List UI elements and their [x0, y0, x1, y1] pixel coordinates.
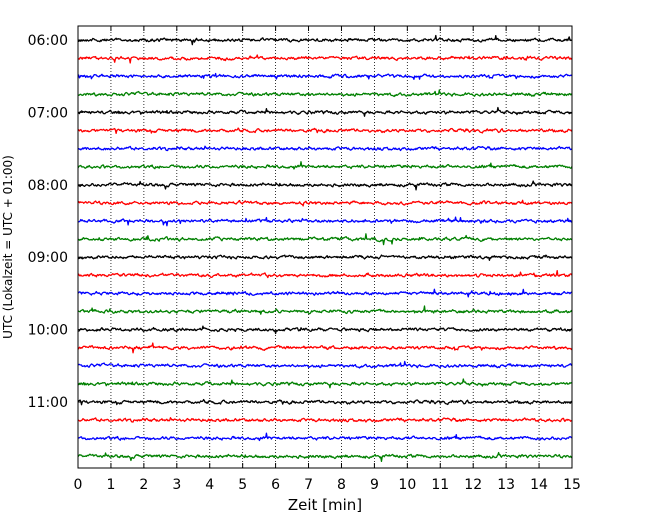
- x-tick-label: 13: [497, 477, 515, 493]
- x-tick-label: 12: [464, 477, 482, 493]
- seismic-trace: [77, 288, 573, 298]
- seismic-trace: [77, 199, 573, 207]
- y-tick-label: 08:00: [28, 178, 68, 194]
- seismic-trace: [77, 360, 573, 369]
- seismic-traces: [77, 34, 573, 462]
- x-tick-label: 14: [530, 477, 548, 493]
- x-tick-label: 11: [431, 477, 449, 493]
- x-axis-ticks: 0 1 2 3 4 5 6 7 8 9 10 11 12 13 14 15: [74, 26, 581, 493]
- seismic-trace: [77, 72, 573, 80]
- y-tick-label: 09:00: [28, 250, 68, 266]
- y-tick-label: 07:00: [28, 105, 68, 121]
- seismic-trace: [77, 432, 573, 442]
- seismic-trace: [77, 89, 573, 98]
- y-axis-ticks: 06:00 07:00 08:00 09:00 10:00 11:00: [28, 33, 572, 411]
- y-tick-label: 10:00: [28, 323, 68, 339]
- x-axis-label: Zeit [min]: [288, 496, 362, 514]
- y-tick-label: 06:00: [28, 33, 68, 49]
- seismic-trace: [77, 161, 573, 170]
- seismic-trace: [77, 305, 573, 315]
- x-tick-label: 6: [271, 477, 280, 493]
- y-tick-label: 11:00: [28, 395, 68, 411]
- x-tick-label: 10: [398, 477, 416, 493]
- seismic-trace: [77, 378, 573, 389]
- seismic-trace: [77, 34, 573, 46]
- seismic-trace: [77, 254, 573, 261]
- y-axis-label: UTC (Lokalzeit = UTC + 01:00): [1, 155, 15, 339]
- x-tick-label: 2: [139, 477, 148, 493]
- seismic-trace: [77, 54, 573, 64]
- seismic-trace: [77, 145, 573, 152]
- seismic-trace: [77, 451, 573, 462]
- x-tick-label: 15: [563, 477, 581, 493]
- x-tick-label: 1: [106, 477, 115, 493]
- x-tick-label: 5: [238, 477, 247, 493]
- x-tick-label: 0: [74, 477, 83, 493]
- x-tick-label: 3: [172, 477, 181, 493]
- seismic-trace: [77, 233, 573, 246]
- seismic-trace: [77, 325, 573, 335]
- x-tick-label: 7: [304, 477, 313, 493]
- seismic-trace: [77, 180, 573, 191]
- plot-frame: [77, 25, 573, 469]
- seismic-trace: [77, 269, 573, 279]
- seismic-trace: [77, 398, 573, 406]
- seismic-trace: [77, 127, 573, 134]
- x-tick-label: 4: [205, 477, 214, 493]
- seismic-trace: [77, 216, 573, 227]
- x-tick-label: 8: [337, 477, 346, 493]
- seismic-trace: [77, 417, 573, 423]
- x-tick-label: 9: [370, 477, 379, 493]
- seismic-trace: [77, 342, 573, 354]
- seismic-trace: [77, 106, 573, 117]
